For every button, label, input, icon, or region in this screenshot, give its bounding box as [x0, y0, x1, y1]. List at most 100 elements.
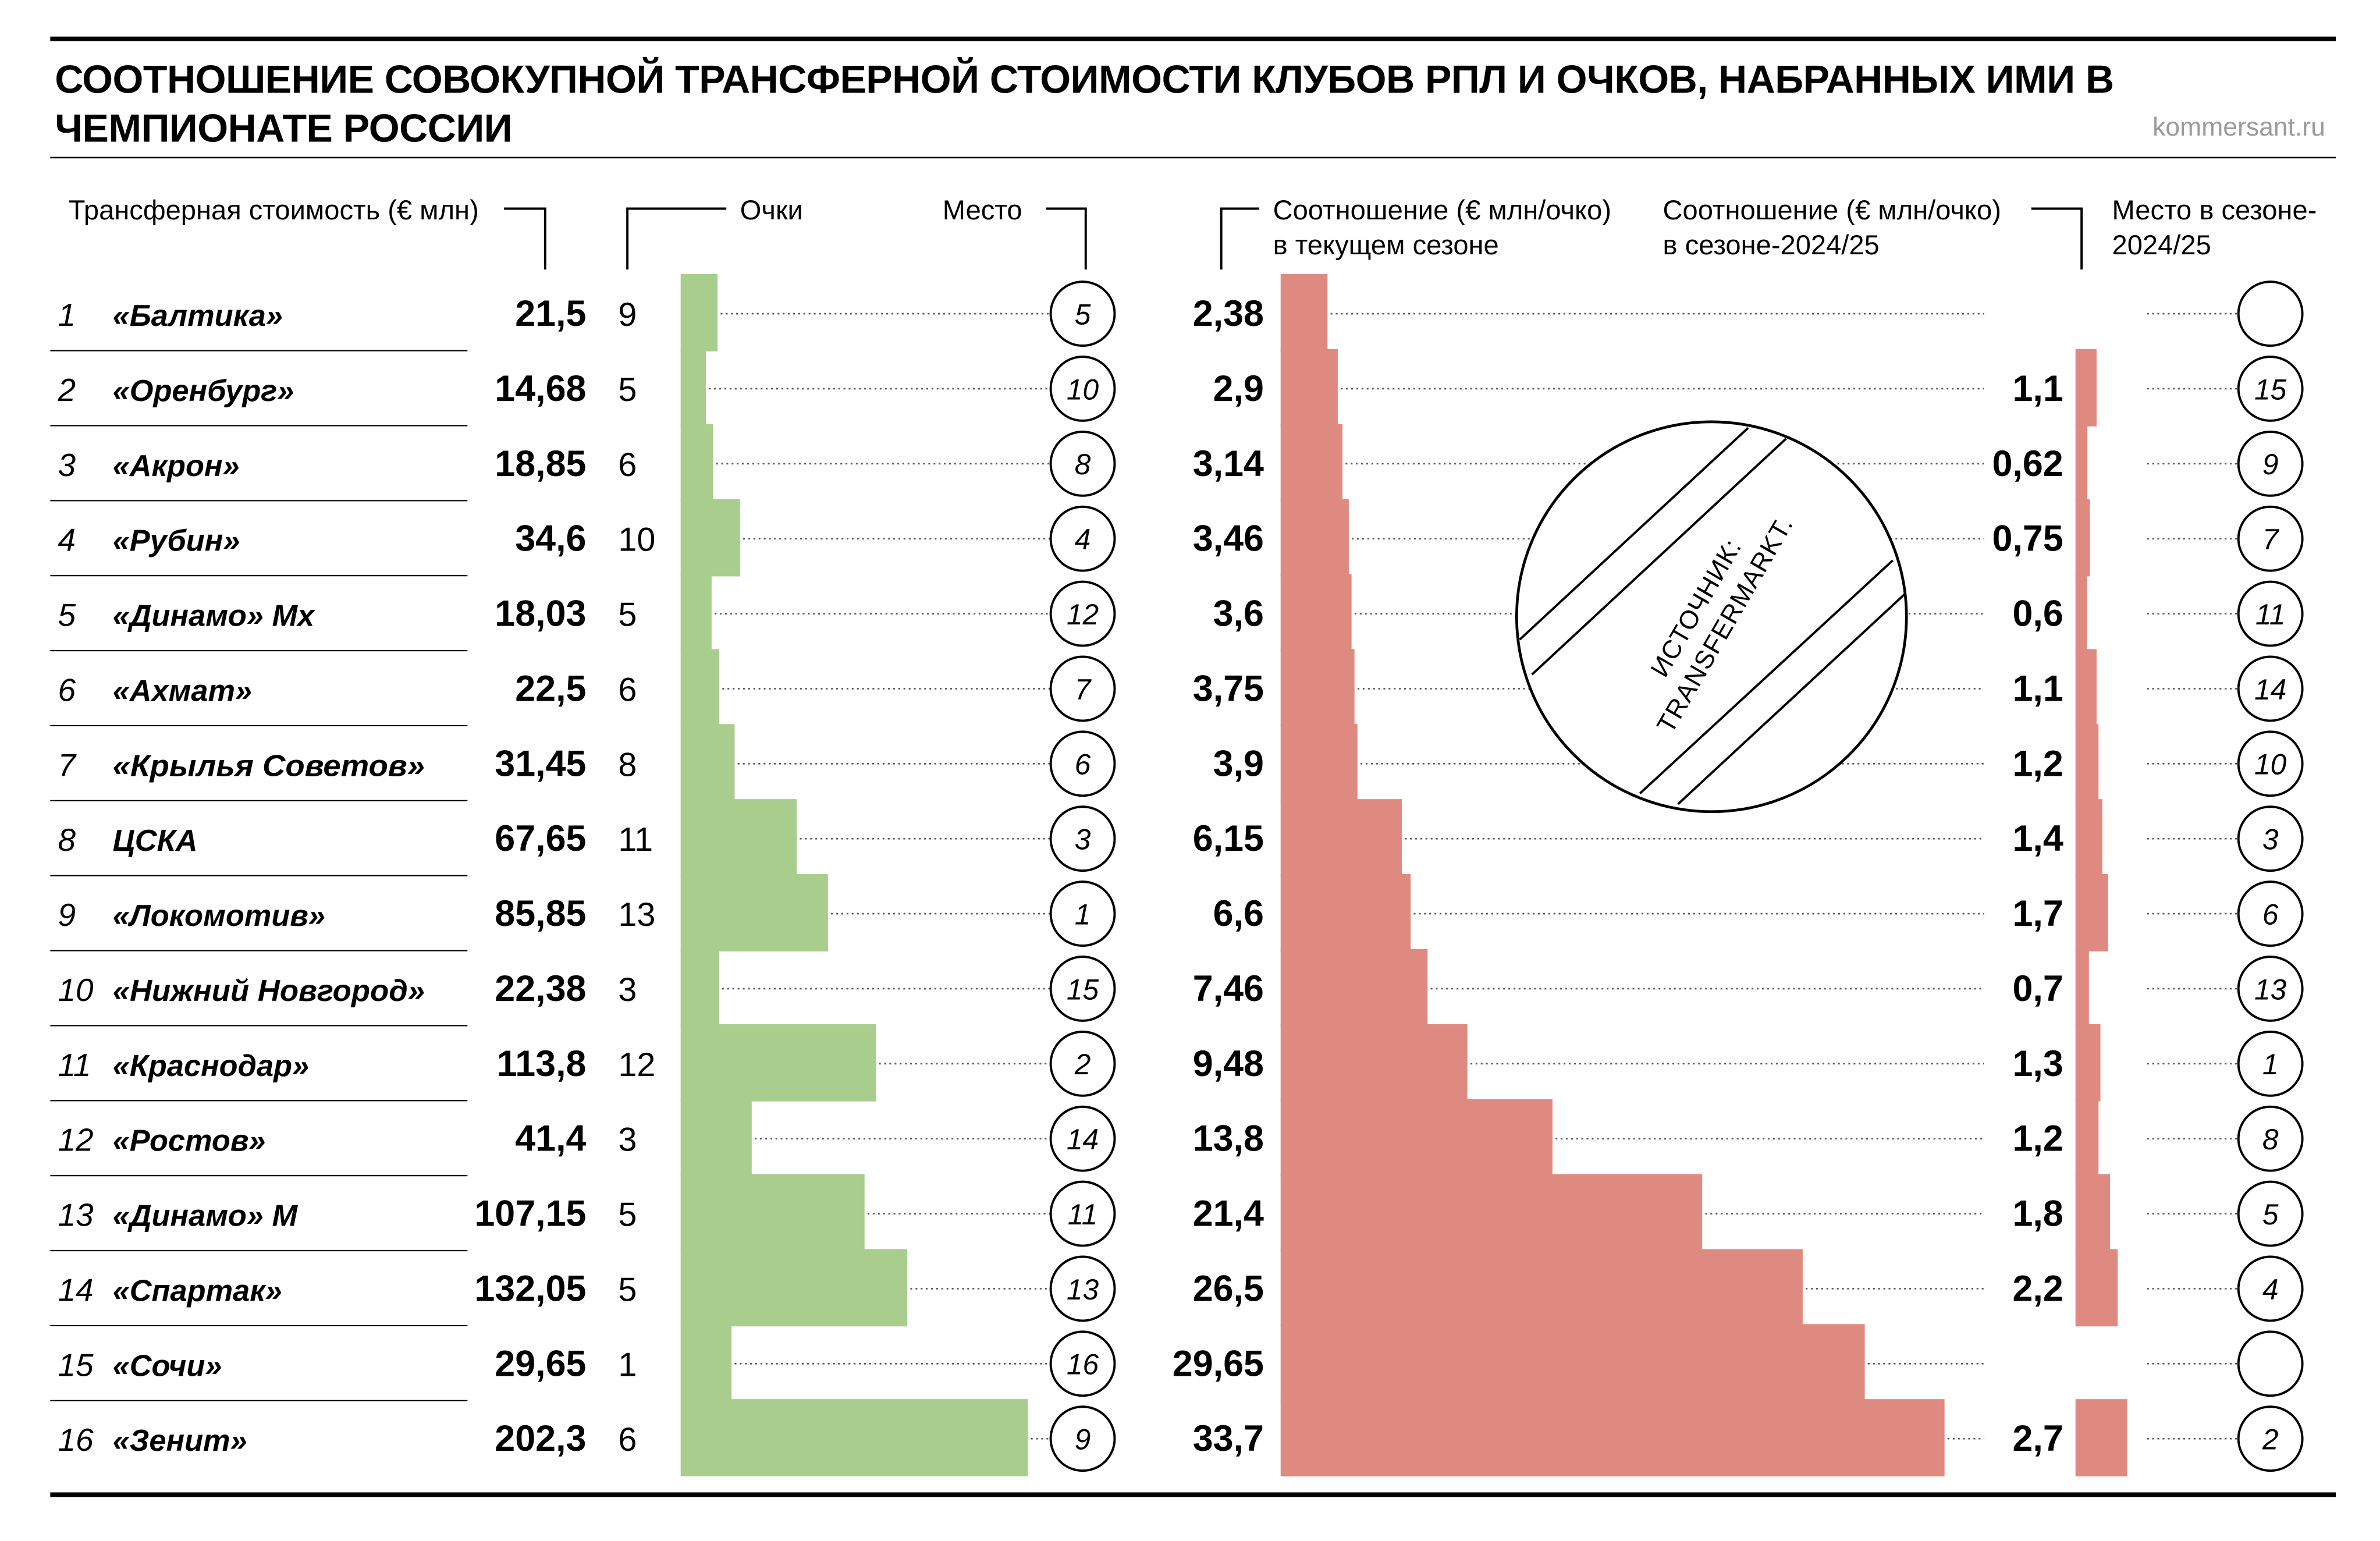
ratio-prev-bar [2075, 874, 2108, 951]
prev-place-value: 9 [2262, 448, 2279, 481]
row-number: 8 [58, 822, 76, 858]
ratio-current: 6,15 [1193, 818, 1264, 859]
transfer-value: 34,6 [515, 519, 586, 559]
place-circle [1049, 880, 1116, 947]
ratio-current-bar [1280, 649, 1355, 727]
ratio-prev: 0,62 [1992, 443, 2063, 484]
source-stamp-line-3 [1639, 559, 1894, 794]
header-place-prev-line1: Место в сезоне- [2112, 194, 2317, 226]
place-value: 15 [1067, 973, 1099, 1006]
points: 3 [618, 971, 637, 1009]
club-name: «Динамо» М [113, 1199, 299, 1233]
ratio-prev-bar [2075, 424, 2088, 502]
prev-place-circle [2237, 956, 2304, 1022]
club-name: «Ахмат» [113, 674, 252, 708]
transfer-value-bar [680, 874, 828, 951]
source-stamp-line-2 [1531, 438, 1787, 676]
row-number: 9 [58, 897, 76, 933]
transfer-value-bar [680, 1099, 752, 1177]
ratio-prev: 1,3 [2012, 1043, 2063, 1084]
row-number: 7 [58, 747, 77, 783]
ratio-current-bar [1280, 349, 1338, 427]
transfer-value-bar [680, 349, 706, 427]
prev-place-value: 7 [2262, 523, 2280, 556]
transfer-value: 18,85 [495, 443, 586, 484]
ratio-current-bar [1280, 424, 1343, 502]
place-value: 3 [1075, 823, 1091, 856]
ratio-prev: 1,4 [2012, 818, 2063, 859]
ratio-prev: 2,7 [2012, 1418, 2063, 1459]
points: 6 [618, 671, 637, 708]
transfer-value: 21,5 [515, 293, 586, 334]
transfer-value-bar [680, 1249, 908, 1327]
ratio-prev: 1,7 [2012, 893, 2063, 934]
place-value: 10 [1067, 373, 1099, 406]
place-value: 14 [1067, 1123, 1099, 1156]
ratio-prev-bar [2075, 499, 2090, 577]
place-value: 5 [1075, 298, 1091, 331]
ratio-current: 2,9 [1213, 368, 1264, 409]
points: 5 [618, 1271, 637, 1308]
transfer-value-bar [680, 799, 797, 876]
prev-place-circle [2237, 356, 2304, 422]
row-number: 4 [58, 522, 76, 558]
source-stamp-line-4 [1677, 593, 1906, 805]
club-name: «Акрон» [113, 449, 240, 483]
ratio-prev: 1,1 [2012, 368, 2063, 409]
bottom-rule [50, 1492, 2336, 1497]
row-number: 16 [58, 1422, 94, 1458]
source-site[interactable]: kommersant.ru [2152, 112, 2325, 142]
place-circle [1049, 356, 1116, 422]
ratio-current: 3,9 [1213, 743, 1264, 784]
prev-place-value: 14 [2254, 673, 2286, 706]
place-circle [1049, 1330, 1116, 1397]
prev-place-circle [2237, 655, 2304, 722]
row-number: 1 [58, 297, 76, 333]
bracket-transfer-value [504, 207, 546, 270]
ratio-prev-bar [2075, 1399, 2127, 1476]
transfer-value-bar [680, 424, 713, 502]
points: 10 [618, 521, 655, 559]
transfer-value: 31,45 [495, 743, 586, 784]
transfer-value: 132,05 [474, 1268, 586, 1309]
place-value: 12 [1067, 598, 1099, 631]
row-number: 2 [57, 372, 76, 408]
place-value: 2 [1074, 1048, 1091, 1081]
ratio-current-bar [1280, 1099, 1553, 1177]
ratio-prev: 1,1 [2012, 668, 2063, 709]
points: 5 [618, 596, 637, 634]
ratio-current: 29,65 [1173, 1343, 1264, 1384]
ratio-current: 26,5 [1193, 1268, 1264, 1309]
transfer-value-bar [680, 1174, 865, 1252]
transfer-value-bar [680, 724, 735, 802]
club-name: «Рубин» [113, 524, 240, 558]
transfer-value: 107,15 [474, 1194, 586, 1234]
ratio-current: 3,75 [1193, 668, 1264, 709]
club-name: «Краснодар» [113, 1049, 310, 1083]
place-circle [1049, 1255, 1116, 1322]
ratio-current-bar [1280, 874, 1411, 951]
place-value: 6 [1075, 748, 1091, 781]
prev-place-value: 3 [2262, 823, 2279, 856]
row-number: 12 [58, 1122, 93, 1158]
prev-place-value: 15 [2254, 373, 2287, 406]
transfer-value: 22,38 [495, 968, 586, 1009]
points: 8 [618, 746, 637, 783]
row-number: 15 [58, 1347, 94, 1383]
ratio-current: 3,6 [1213, 594, 1264, 634]
place-value: 8 [1075, 448, 1091, 481]
place-circle [1049, 730, 1116, 797]
header-rule [50, 157, 2336, 159]
place-value: 1 [1075, 898, 1091, 931]
transfer-value: 113,8 [497, 1043, 587, 1084]
transfer-value-bar [680, 1399, 1028, 1476]
header-ratio-prev-line2: в сезоне-2024/25 [1663, 230, 1880, 261]
club-name: ЦСКА [113, 824, 198, 858]
club-name: «Крылья Советов» [113, 749, 425, 783]
ratio-prev-bar [2075, 1024, 2101, 1102]
prev-place-circle [2237, 1180, 2304, 1247]
ratio-current: 3,14 [1193, 443, 1264, 484]
ratio-prev-bar [2075, 724, 2099, 802]
prev-place-value: 4 [2262, 1273, 2279, 1306]
header-brackets [504, 207, 2083, 270]
